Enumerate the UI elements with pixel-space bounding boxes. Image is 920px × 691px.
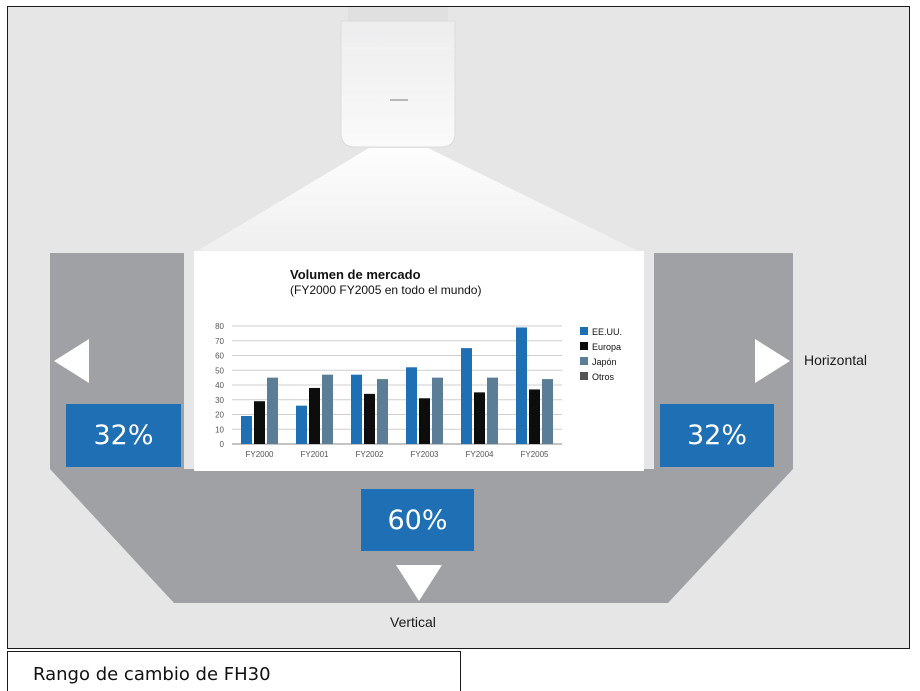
projection-scene: 32% 32% 60% Horizontal Vertical Volumen … <box>7 6 910 649</box>
legend-swatch <box>580 357 588 365</box>
chart-subtitle: (FY2000 FY2005 en todo el mundo) <box>290 283 482 297</box>
bar-jap-n-fy2000 <box>267 377 278 444</box>
bar-europa-fy2005 <box>529 389 540 444</box>
bar-ee-uu-fy2005 <box>516 327 527 444</box>
legend-swatch <box>580 327 588 335</box>
horizontal-label: Horizontal <box>804 352 868 368</box>
bar-jap-n-fy2001 <box>322 374 333 444</box>
legend-label: EE.UU. <box>592 327 622 337</box>
arrow-left-icon <box>54 339 89 383</box>
projector-icon <box>340 7 456 148</box>
vertical-label: Vertical <box>390 614 436 630</box>
caption-box: Rango de cambio de FH30 <box>7 651 461 691</box>
y-tick-label: 20 <box>215 411 224 420</box>
y-tick-label: 80 <box>215 322 224 331</box>
scene-graphics <box>50 7 793 603</box>
legend-swatch <box>580 342 588 350</box>
bar-jap-n-fy2005 <box>542 379 553 444</box>
bar-ee-uu-fy2001 <box>296 405 307 444</box>
bar-ee-uu-fy2003 <box>406 367 417 444</box>
shift-range-frame <box>50 253 793 603</box>
bar-europa-fy2003 <box>419 398 430 444</box>
y-tick-label: 0 <box>220 440 225 449</box>
bar-europa-fy2002 <box>364 393 375 444</box>
bar-chart: 0 10 20 30 40 50 60 70 80 FY2000 FY2001 FY2002 FY200… <box>215 322 622 459</box>
arrow-right-icon <box>755 339 790 383</box>
legend-label: Europa <box>592 342 621 352</box>
bar-ee-uu-fy2000 <box>241 415 252 444</box>
y-tick-label: 40 <box>215 381 224 390</box>
bar-europa-fy2000 <box>254 401 265 444</box>
x-tick-label: FY2004 <box>465 450 494 459</box>
y-tick-label: 70 <box>215 337 224 346</box>
arrow-down-icon <box>396 565 442 601</box>
vertical-shift-percent: 60% <box>361 489 474 551</box>
x-tick-label: FY2002 <box>355 450 384 459</box>
right-shift-percent: 32% <box>660 404 774 467</box>
bar-ee-uu-fy2002 <box>351 374 362 444</box>
projection-beam <box>194 148 642 253</box>
chart-title: Volumen de mercado <box>290 267 421 282</box>
y-tick-label: 50 <box>215 366 224 375</box>
bar-jap-n-fy2002 <box>377 379 388 444</box>
legend-label: Otros <box>592 372 615 382</box>
y-tick-label: 60 <box>215 352 224 361</box>
x-tick-label: FY2001 <box>300 450 329 459</box>
y-tick-label: 30 <box>215 396 224 405</box>
bar-europa-fy2001 <box>309 387 320 444</box>
bar-ee-uu-fy2004 <box>461 348 472 444</box>
legend-label: Japón <box>592 357 617 367</box>
left-shift-percent: 32% <box>66 404 181 467</box>
projected-chart: Volumen de mercado (FY2000 FY2005 en tod… <box>194 251 644 471</box>
legend-swatch <box>580 372 588 380</box>
x-tick-label: FY2000 <box>245 450 274 459</box>
bar-jap-n-fy2004 <box>487 377 498 444</box>
x-tick-label: FY2003 <box>410 450 439 459</box>
y-tick-label: 10 <box>215 425 224 434</box>
bar-europa-fy2004 <box>474 392 485 444</box>
bar-jap-n-fy2003 <box>432 377 443 444</box>
figure-caption: Rango de cambio de FH30 <box>33 664 271 685</box>
x-tick-label: FY2005 <box>520 450 549 459</box>
